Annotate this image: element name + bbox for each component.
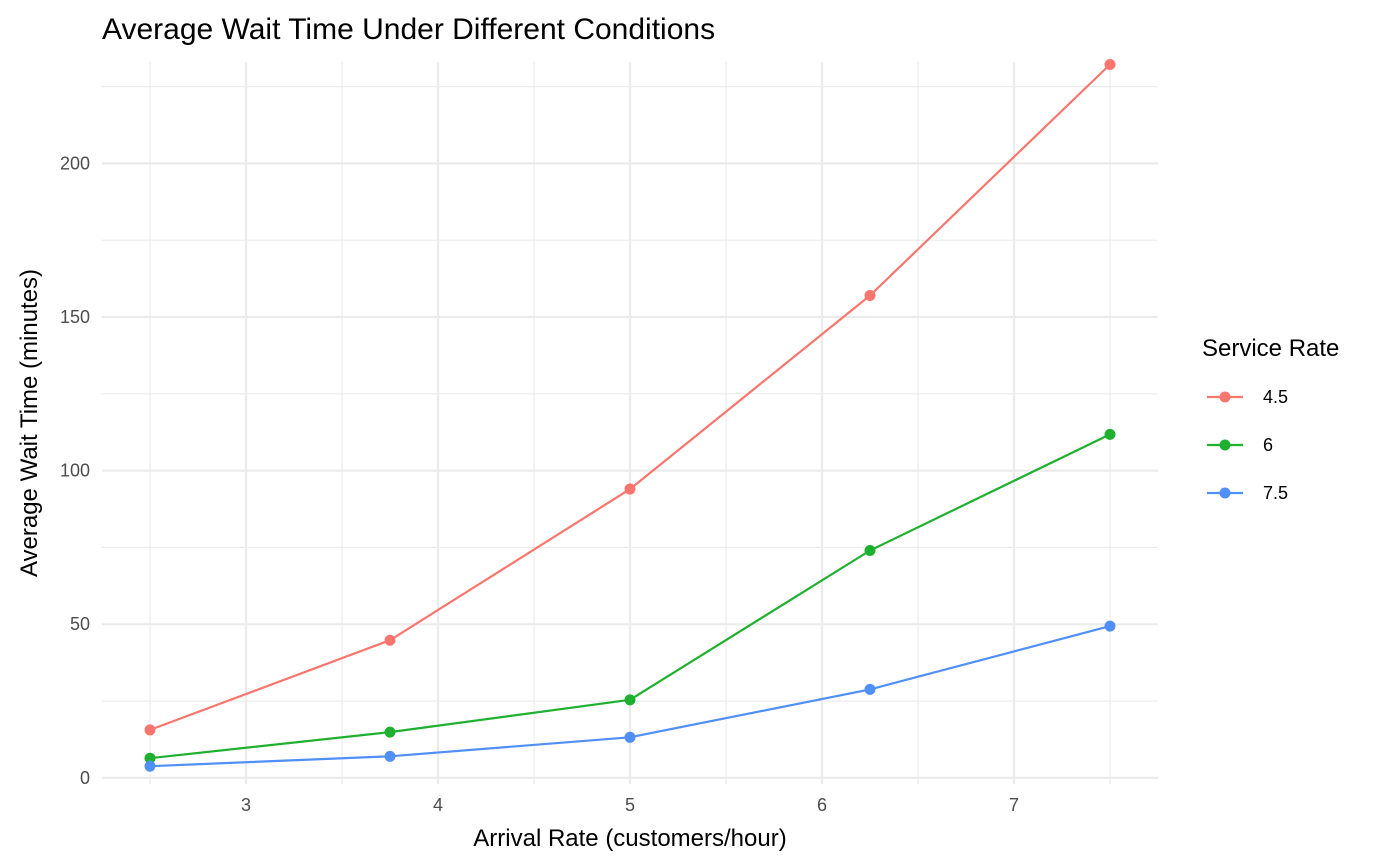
data-point: [624, 731, 636, 743]
y-axis-title: Average Wait Time (minutes): [16, 269, 43, 577]
series-4.5: [144, 58, 1116, 736]
legend-item: 6: [1207, 435, 1273, 455]
data-point: [624, 694, 636, 706]
data-point: [864, 545, 876, 557]
data-point: [624, 483, 636, 495]
y-tick-label: 50: [70, 614, 90, 634]
x-tick-label: 4: [433, 795, 443, 815]
x-tick-label: 6: [817, 795, 827, 815]
data-point: [1104, 58, 1116, 70]
data-point: [384, 750, 396, 762]
data-point: [384, 634, 396, 646]
data-point: [144, 760, 156, 772]
legend-key-point: [1219, 439, 1231, 451]
legend-label: 7.5: [1263, 483, 1288, 503]
data-point: [864, 289, 876, 301]
legend-items: 4.5 6 7.5: [1207, 387, 1288, 503]
series-6: [144, 428, 1116, 764]
series-7.5: [144, 620, 1116, 772]
legend-key-point: [1219, 391, 1231, 403]
legend-label: 4.5: [1263, 387, 1288, 407]
data-point: [144, 752, 156, 764]
x-tick-label: 3: [241, 795, 251, 815]
legend: Service Rate 4.5 6 7.5: [1202, 335, 1339, 503]
series-layer: [144, 58, 1116, 772]
data-point: [384, 726, 396, 738]
y-axis-ticks: 0 50 100 150 200: [60, 153, 90, 787]
data-point: [1104, 620, 1116, 632]
x-axis-title: Arrival Rate (customers/hour): [473, 825, 786, 852]
legend-title: Service Rate: [1202, 335, 1339, 362]
legend-item: 4.5: [1207, 387, 1288, 407]
x-axis-ticks: 3 4 5 6 7: [241, 795, 1019, 815]
y-tick-label: 0: [80, 768, 90, 788]
data-point: [1104, 428, 1116, 440]
y-tick-label: 200: [60, 153, 90, 173]
grid: [102, 62, 1158, 784]
x-tick-label: 7: [1009, 795, 1019, 815]
legend-item: 7.5: [1207, 483, 1288, 503]
legend-key-point: [1219, 487, 1231, 499]
legend-label: 6: [1263, 435, 1273, 455]
y-tick-label: 150: [60, 307, 90, 327]
data-point: [864, 683, 876, 695]
x-tick-label: 5: [625, 795, 635, 815]
y-tick-label: 100: [60, 461, 90, 481]
chart-title: Average Wait Time Under Different Condit…: [102, 13, 715, 46]
data-point: [144, 724, 156, 736]
